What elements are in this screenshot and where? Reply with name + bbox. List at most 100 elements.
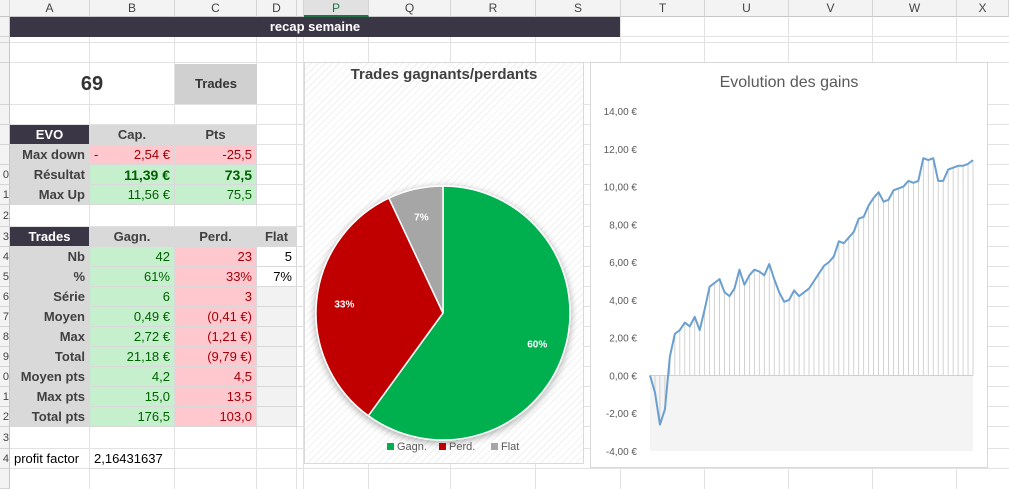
pie-slice-flat[interactable] xyxy=(387,185,444,314)
profit-factor-label[interactable]: profit factor xyxy=(14,451,80,466)
evo-col-cap[interactable]: Cap. xyxy=(90,125,175,145)
trades-loss-cell[interactable]: (1,21 €) xyxy=(175,327,257,347)
trades-gain-cell[interactable]: 4,2 xyxy=(90,367,175,387)
trades-gain-cell[interactable]: 15,0 xyxy=(90,387,175,407)
trades-flat-cell[interactable] xyxy=(257,307,297,327)
recap-banner[interactable]: recap semaine xyxy=(10,17,620,37)
trades-gain-cell[interactable]: 2,72 € xyxy=(90,327,175,347)
trades-row-label[interactable]: Moyen pts xyxy=(10,367,90,387)
trades-gain-cell[interactable]: 176,5 xyxy=(90,407,175,427)
row-header[interactable]: 9 xyxy=(0,347,10,367)
trades-gain-cell[interactable]: 61% xyxy=(90,267,175,287)
row-header[interactable]: 3 xyxy=(0,227,10,247)
row-header[interactable]: 4 xyxy=(0,247,10,267)
trades-row-label[interactable]: Total pts xyxy=(10,407,90,427)
pie-chart[interactable]: Trades gagnants/perdants 60% 33% 7% Gagn. Pe… xyxy=(304,62,584,464)
line-chart[interactable]: Evolution des gains 14,00 € 12,00 € 10,00 … xyxy=(590,62,988,468)
trades-row-label[interactable]: Nb xyxy=(10,247,90,267)
row-header[interactable]: 1 xyxy=(0,387,10,407)
trades-loss-cell[interactable]: 23 xyxy=(175,247,257,267)
column-header[interactable]: D xyxy=(257,0,297,17)
column-header[interactable]: A xyxy=(10,0,90,17)
trades-label-cell[interactable]: Trades xyxy=(175,64,257,104)
trades-loss-cell[interactable]: (9,79 €) xyxy=(175,347,257,367)
evo-header[interactable]: EVO xyxy=(10,125,90,145)
trades-row-label[interactable]: % xyxy=(10,267,90,287)
trades-loss-cell[interactable]: 4,5 xyxy=(175,367,257,387)
column-header[interactable]: U xyxy=(705,0,789,17)
evo-pts-cell[interactable]: 73,5 xyxy=(175,165,257,185)
evo-cap-cell[interactable]: - 2,54 € xyxy=(90,145,175,165)
row-header[interactable]: 0 xyxy=(0,367,10,387)
column-header[interactable]: T xyxy=(621,0,705,17)
pie-slice-gagn[interactable] xyxy=(367,185,571,441)
row-header[interactable]: 6 xyxy=(0,287,10,307)
trades-flat-cell[interactable] xyxy=(257,367,297,387)
evo-cap-cell[interactable]: 11,56 € xyxy=(90,185,175,205)
profit-factor-value[interactable]: 2,16431637 xyxy=(90,449,175,469)
trades-flat-cell[interactable] xyxy=(257,327,297,347)
column-header[interactable]: V xyxy=(789,0,873,17)
row-header[interactable]: 0 xyxy=(0,165,10,185)
trades-loss-cell[interactable]: 13,5 xyxy=(175,387,257,407)
column-splitter[interactable] xyxy=(297,0,304,17)
row-header[interactable] xyxy=(0,469,10,489)
column-header[interactable]: Q xyxy=(369,0,451,17)
evo-row-label[interactable]: Résultat xyxy=(10,165,90,185)
evo-pts-cell[interactable]: 75,5 xyxy=(175,185,257,205)
row-header[interactable] xyxy=(0,125,10,145)
column-header[interactable]: W xyxy=(873,0,957,17)
trades-col-gain[interactable]: Gagn. xyxy=(90,227,175,247)
row-header[interactable] xyxy=(0,105,10,125)
trades-flat-cell[interactable] xyxy=(257,407,297,427)
row-header[interactable] xyxy=(0,43,10,63)
row-header[interactable]: 5 xyxy=(0,267,10,287)
trades-row-label[interactable]: Total xyxy=(10,347,90,367)
row-header[interactable]: 3 xyxy=(0,427,10,449)
gains-series-line[interactable] xyxy=(649,157,974,426)
trades-table-header[interactable]: Trades xyxy=(10,227,90,247)
trades-loss-cell[interactable]: 103,0 xyxy=(175,407,257,427)
column-header[interactable]: P xyxy=(304,0,369,17)
column-header[interactable]: C xyxy=(175,0,257,17)
row-header[interactable] xyxy=(0,17,10,37)
evo-col-pts[interactable]: Pts xyxy=(175,125,257,145)
row-header[interactable]: 2 xyxy=(0,205,10,227)
trades-flat-cell[interactable] xyxy=(257,387,297,407)
trades-loss-cell[interactable]: 3 xyxy=(175,287,257,307)
evo-row-label[interactable]: Max Up xyxy=(10,185,90,205)
row-header[interactable]: 7 xyxy=(0,307,10,327)
evo-pts-cell[interactable]: -25,5 xyxy=(175,145,257,165)
row-header[interactable]: 1 xyxy=(0,185,10,205)
trades-gain-cell[interactable]: 0,49 € xyxy=(90,307,175,327)
trades-flat-cell[interactable] xyxy=(257,347,297,367)
evo-row-label[interactable]: Max down xyxy=(10,145,90,165)
trades-gain-cell[interactable]: 21,18 € xyxy=(90,347,175,367)
row-header[interactable]: 4 xyxy=(0,449,10,469)
trades-col-flat[interactable]: Flat xyxy=(257,227,297,247)
row-header[interactable] xyxy=(0,63,10,105)
trades-gain-cell[interactable]: 6 xyxy=(90,287,175,307)
row-header[interactable]: 2 xyxy=(0,407,10,427)
column-header[interactable]: R xyxy=(451,0,536,17)
trades-loss-cell[interactable]: 33% xyxy=(175,267,257,287)
column-header[interactable]: S xyxy=(536,0,621,17)
trades-flat-cell[interactable]: 7% xyxy=(257,267,297,287)
column-header[interactable]: B xyxy=(90,0,175,17)
trades-flat-cell[interactable]: 5 xyxy=(257,247,297,267)
trades-row-label[interactable]: Max pts xyxy=(10,387,90,407)
row-header[interactable]: 8 xyxy=(0,327,10,347)
select-all-corner[interactable] xyxy=(0,0,10,17)
trades-row-label[interactable]: Max xyxy=(10,327,90,347)
trades-row-label[interactable]: Moyen xyxy=(10,307,90,327)
trades-row-label[interactable]: Série xyxy=(10,287,90,307)
trades-gain-cell[interactable]: 42 xyxy=(90,247,175,267)
trades-count-cell[interactable]: 69 xyxy=(80,73,104,95)
row-header[interactable] xyxy=(0,37,10,43)
evo-cap-cell[interactable]: 11,39 € xyxy=(90,165,175,185)
trades-col-loss[interactable]: Perd. xyxy=(175,227,257,247)
trades-loss-cell[interactable]: (0,41 €) xyxy=(175,307,257,327)
trades-flat-cell[interactable] xyxy=(257,287,297,307)
pie-slice-perd[interactable] xyxy=(315,197,444,417)
column-header[interactable]: X xyxy=(957,0,1009,17)
